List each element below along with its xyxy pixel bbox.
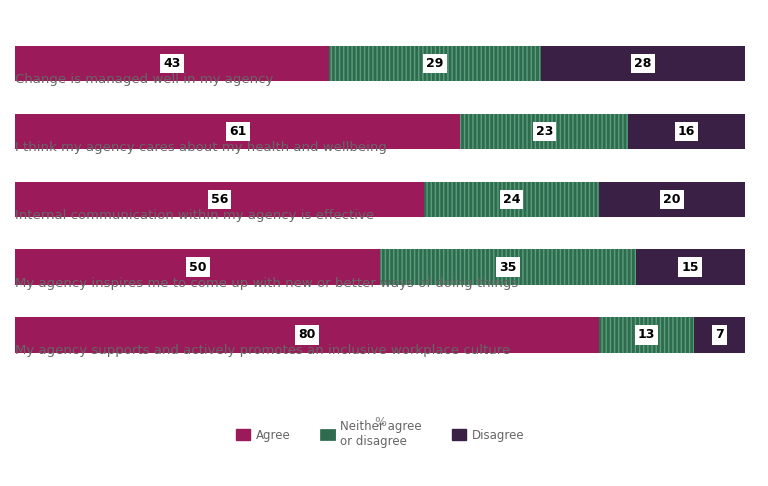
- Bar: [15, 317, 599, 353]
- Bar: [694, 317, 745, 353]
- Bar: [15, 249, 380, 285]
- Bar: [628, 114, 745, 149]
- Legend: Agree, Neither agree
or disagree, Disagree: Agree, Neither agree or disagree, Disagr…: [231, 415, 529, 452]
- Bar: [635, 249, 745, 285]
- Text: 43: 43: [164, 57, 181, 70]
- Text: 80: 80: [299, 329, 316, 342]
- Bar: [380, 249, 635, 285]
- Text: 16: 16: [678, 125, 695, 138]
- Text: My agency inspires me to come up with new or better ways of doing things: My agency inspires me to come up with ne…: [15, 277, 518, 290]
- Text: My agency supports and actively promotes an inclusive workplace culture: My agency supports and actively promotes…: [15, 345, 511, 357]
- Text: 20: 20: [664, 193, 680, 206]
- Text: 13: 13: [637, 329, 655, 342]
- Bar: [15, 46, 329, 81]
- Text: %: %: [374, 417, 386, 430]
- Text: I think my agency cares about my health and wellbeing: I think my agency cares about my health …: [15, 141, 387, 154]
- Text: 29: 29: [426, 57, 444, 70]
- Bar: [424, 182, 599, 217]
- Bar: [599, 182, 745, 217]
- Text: 28: 28: [634, 57, 651, 70]
- Text: 50: 50: [189, 260, 207, 274]
- Bar: [15, 182, 424, 217]
- Text: 7: 7: [715, 329, 723, 342]
- Bar: [15, 114, 461, 149]
- Bar: [461, 114, 628, 149]
- Bar: [541, 46, 745, 81]
- Text: Change is managed well in my agency: Change is managed well in my agency: [15, 73, 273, 86]
- Text: Internal communication within my agency is effective: Internal communication within my agency …: [15, 208, 375, 222]
- Text: 24: 24: [503, 193, 520, 206]
- Text: 61: 61: [229, 125, 247, 138]
- Text: 15: 15: [681, 260, 699, 274]
- Bar: [329, 46, 541, 81]
- Bar: [599, 317, 694, 353]
- Text: 35: 35: [499, 260, 517, 274]
- Text: 23: 23: [535, 125, 553, 138]
- Text: 56: 56: [211, 193, 228, 206]
